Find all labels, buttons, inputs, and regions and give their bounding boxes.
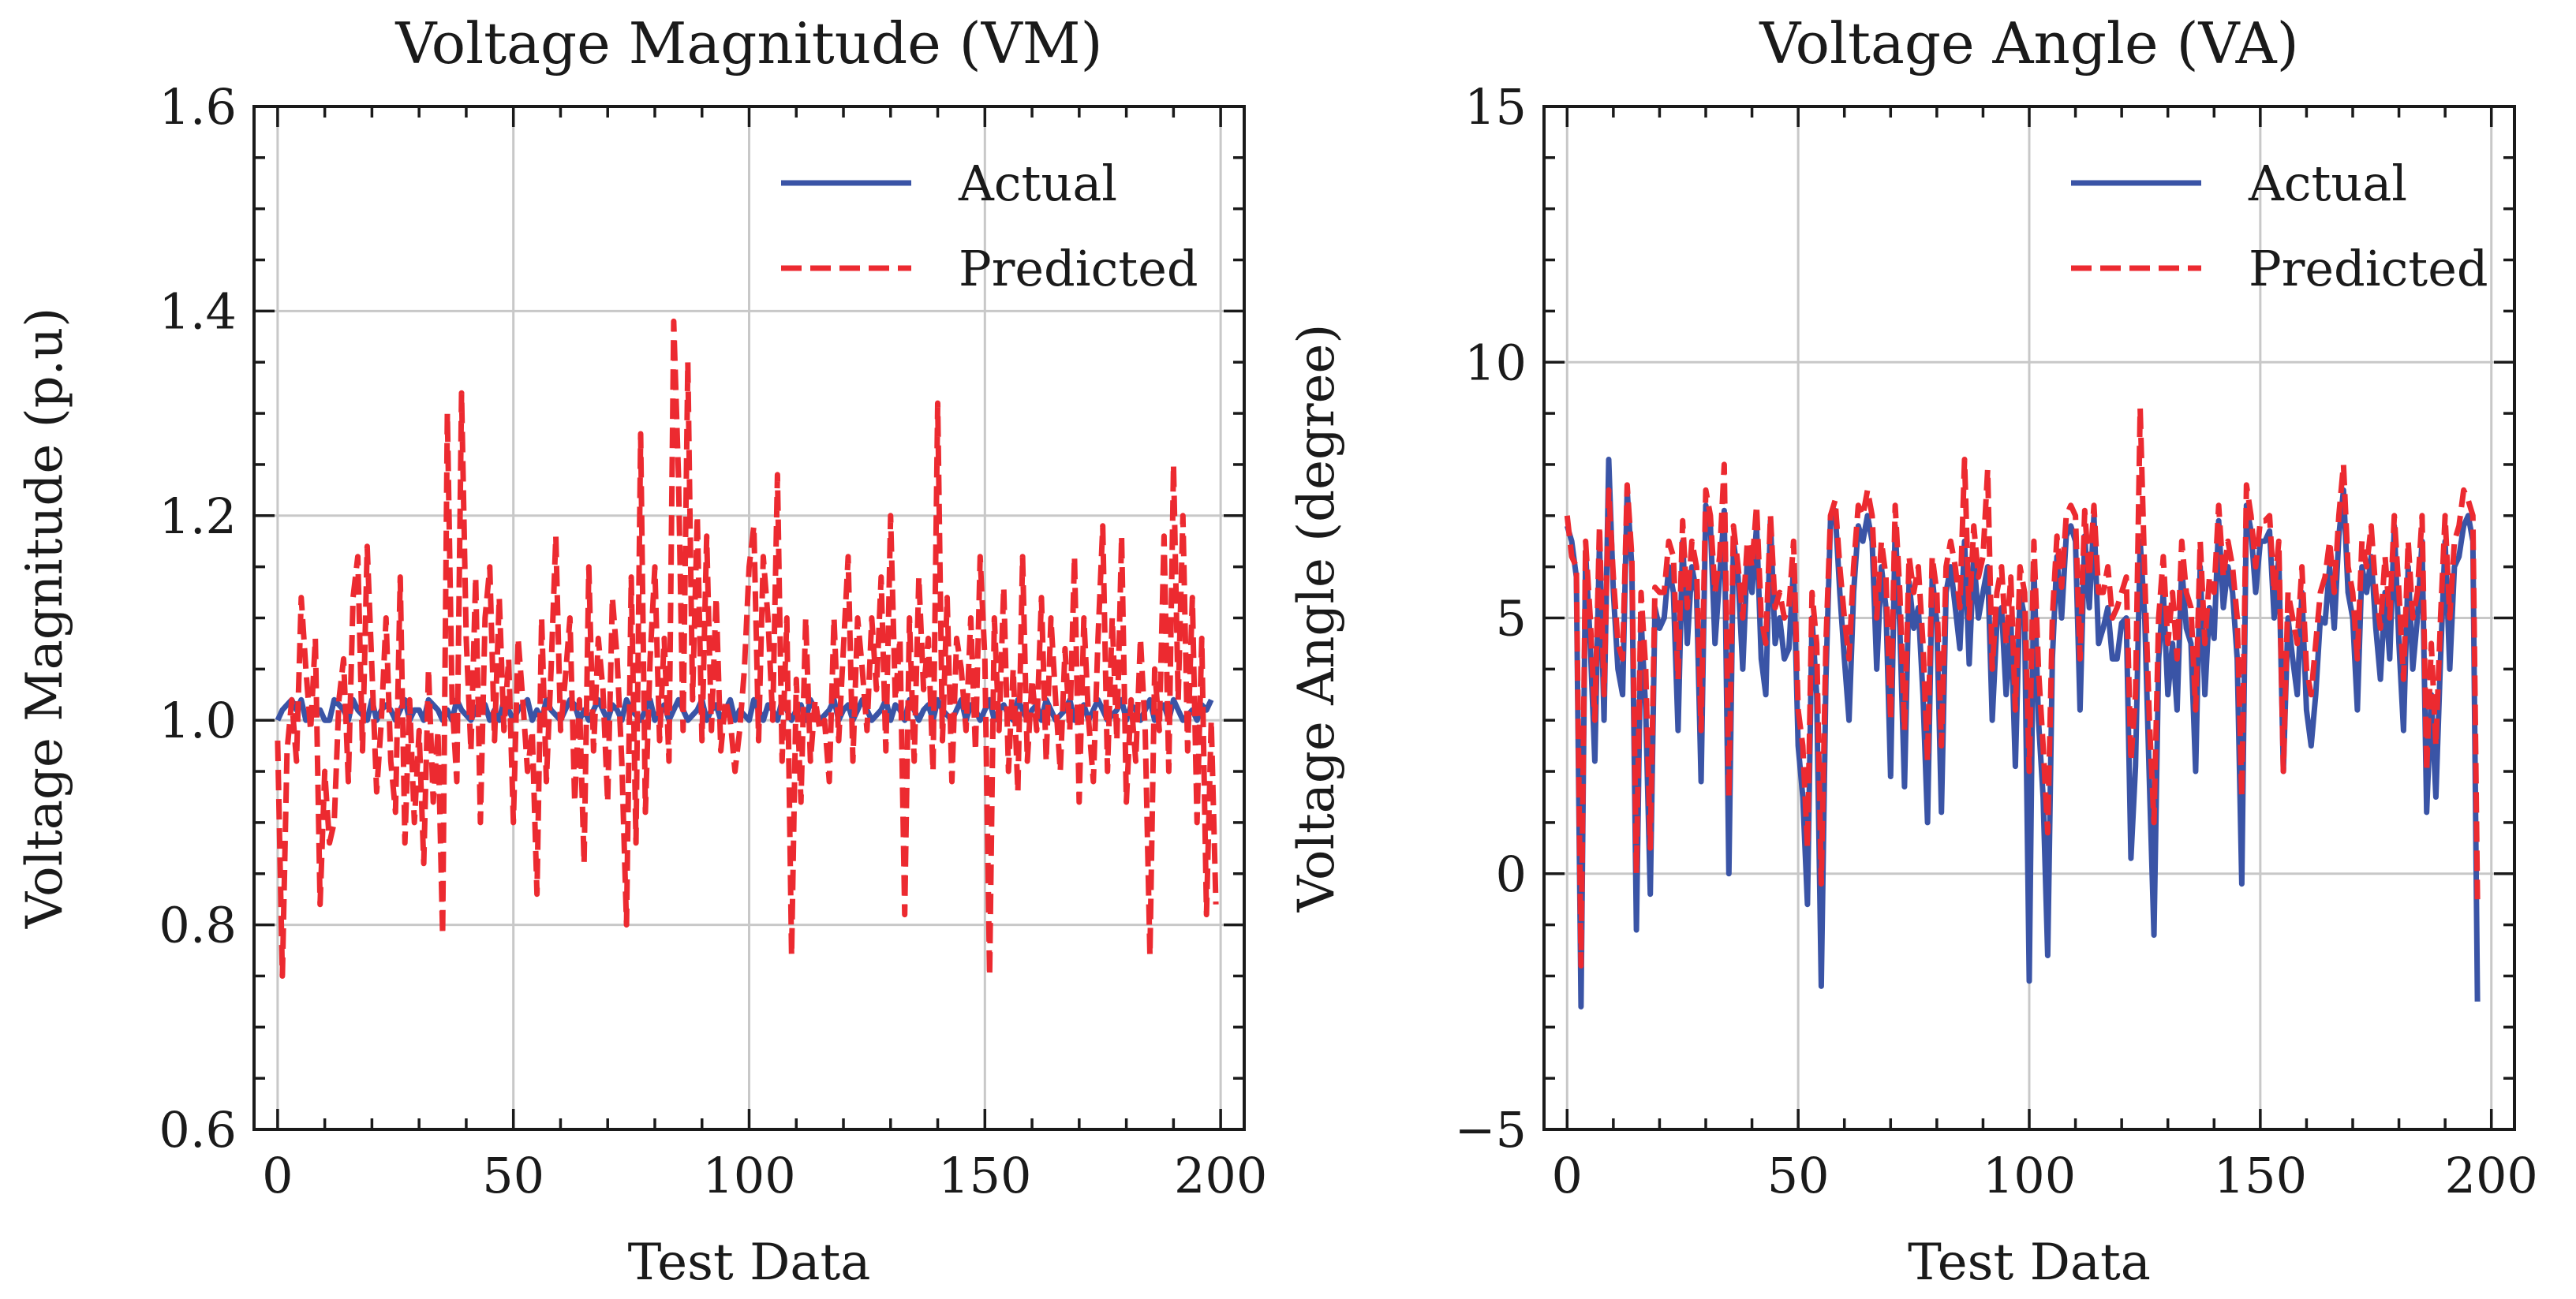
x-tick-label: 100 [1983, 1147, 2076, 1204]
y-tick-label: −5 [1455, 1101, 1527, 1159]
va-series-actual-line [1564, 457, 2481, 1010]
y-tick-label: 15 [1464, 78, 1527, 136]
x-tick-label: 0 [262, 1147, 293, 1204]
x-tick-label: 50 [1767, 1147, 1830, 1204]
y-tick-label: 5 [1496, 590, 1527, 648]
x-tick-label: 150 [2214, 1147, 2307, 1204]
va-chart-panel: 0 50 100 150 200 −5 0 5 10 15 Voltage Angle (VA) Te… [1288, 10, 2538, 1292]
y-axis-label: Voltage Magnitude (p.u) [16, 308, 74, 929]
y-tick-label: 0.8 [159, 897, 237, 954]
chart-title: Voltage Angle (VA) [1759, 10, 2298, 77]
y-tick-label: 1.2 [159, 487, 237, 545]
x-tick-label: 100 [702, 1147, 795, 1204]
x-tick-label: 0 [1552, 1147, 1583, 1204]
vm-chart-panel: 0 50 100 150 200 0.6 0.8 1.0 1.2 1.4 1.6 Voltage Ma… [16, 10, 1267, 1292]
vm-series-predicted-line [275, 318, 1219, 979]
x-axis-label: Test Data [628, 1234, 871, 1292]
y-tick-label: 0 [1496, 845, 1527, 903]
legend-label-actual: Actual [958, 155, 1117, 212]
chart-title: Voltage Magnitude (VM) [394, 10, 1102, 77]
y-tick-label: 1.6 [159, 78, 237, 136]
x-axis-label: Test Data [1908, 1234, 2151, 1292]
x-tick-label: 200 [1174, 1147, 1267, 1204]
y-tick-label: 1.4 [159, 282, 237, 340]
x-tick-label: 200 [2445, 1147, 2538, 1204]
legend-label-predicted: Predicted [2249, 240, 2488, 297]
y-tick-label: 10 [1464, 334, 1527, 391]
legend-label-predicted: Predicted [959, 240, 1198, 297]
x-tick-label: 150 [938, 1147, 1031, 1204]
va-series-predicted-line [1564, 405, 2481, 969]
x-tick-label: 50 [482, 1147, 544, 1204]
y-tick-label: 1.0 [159, 692, 237, 749]
y-tick-label: 0.6 [159, 1101, 237, 1159]
y-axis-label: Voltage Angle (degree) [1288, 324, 1346, 913]
legend-label-actual: Actual [2248, 155, 2407, 212]
